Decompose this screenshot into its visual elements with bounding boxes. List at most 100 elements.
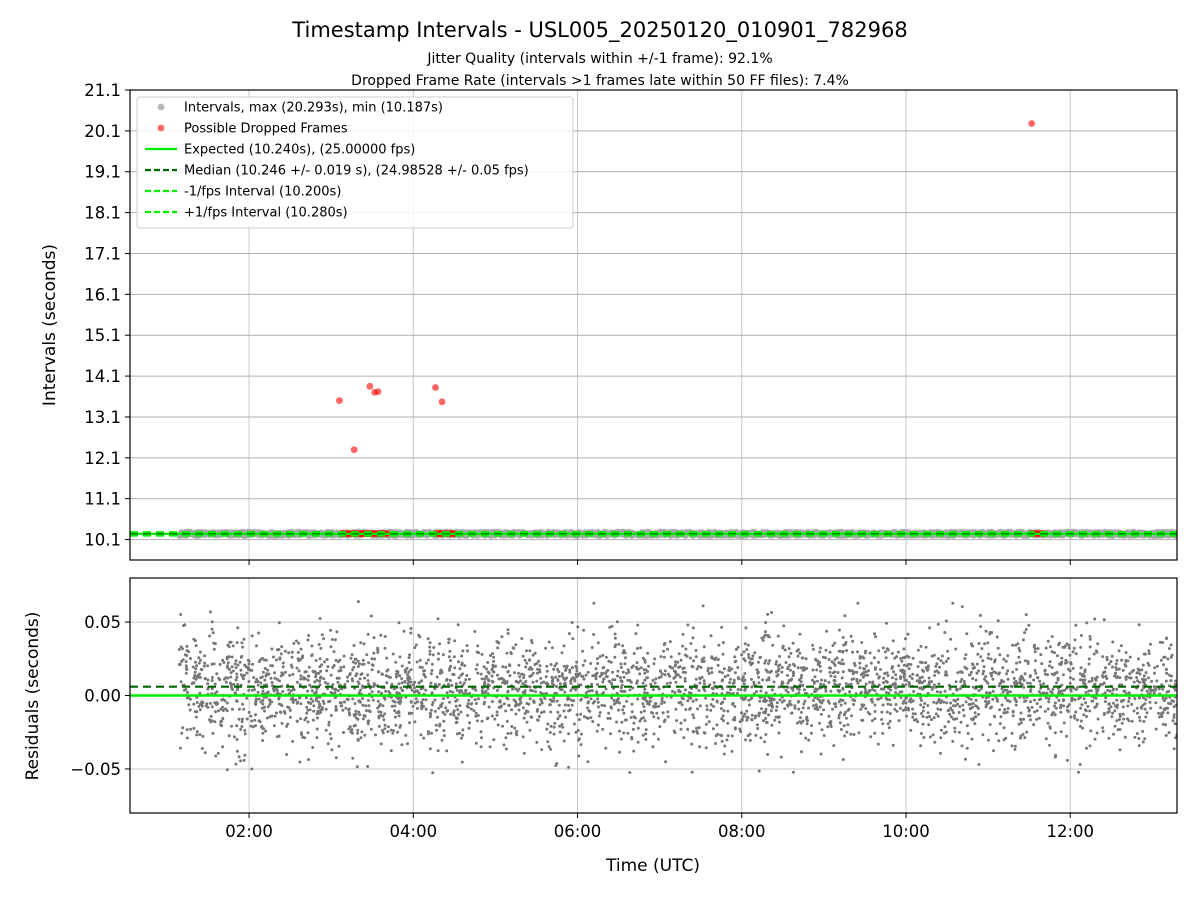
residual-point — [838, 629, 841, 632]
residual-point — [424, 676, 427, 679]
residual-point — [474, 715, 477, 718]
residual-point — [643, 705, 646, 708]
residual-point — [374, 733, 377, 736]
residual-point — [947, 720, 950, 723]
residual-point — [251, 689, 254, 692]
residual-point — [1018, 647, 1021, 650]
residual-point — [634, 632, 637, 635]
residual-point — [754, 734, 757, 737]
residual-point — [848, 691, 851, 694]
residual-point — [367, 704, 370, 707]
residual-point — [1010, 685, 1013, 688]
residual-point — [262, 671, 265, 674]
residual-point — [970, 642, 973, 645]
residual-point — [285, 753, 288, 756]
residual-point — [395, 676, 398, 679]
residual-point — [929, 736, 932, 739]
residual-point — [1116, 659, 1119, 662]
residual-point — [1066, 661, 1069, 664]
residual-point — [214, 755, 217, 758]
residual-point — [833, 679, 836, 682]
residual-point — [363, 677, 366, 680]
residual-point — [894, 686, 897, 689]
residual-point — [712, 727, 715, 730]
residual-point — [995, 732, 998, 735]
residual-point — [238, 708, 241, 711]
residual-point — [510, 725, 513, 728]
residual-point — [1172, 700, 1175, 703]
residual-point — [971, 738, 974, 741]
residual-point — [609, 732, 612, 735]
residual-point — [1039, 698, 1042, 701]
residual-point — [553, 722, 556, 725]
residual-point — [726, 710, 729, 713]
residual-point — [327, 742, 330, 745]
residual-point — [632, 728, 635, 731]
residual-point — [326, 682, 329, 685]
residual-point — [866, 674, 869, 677]
residual-point — [576, 713, 579, 716]
residual-point — [688, 708, 691, 711]
residual-point — [1044, 673, 1047, 676]
residual-point — [874, 635, 877, 638]
residual-point — [234, 662, 237, 665]
residual-point — [816, 680, 819, 683]
residual-point — [213, 701, 216, 704]
residual-point — [729, 678, 732, 681]
residual-point — [997, 619, 1000, 622]
residual-point — [644, 661, 647, 664]
residual-point — [815, 703, 818, 706]
residual-point — [1141, 730, 1144, 733]
residual-point — [335, 756, 338, 759]
residual-point — [323, 702, 326, 705]
residual-point — [603, 704, 606, 707]
residual-point — [1011, 744, 1014, 747]
residual-point — [525, 649, 528, 652]
residual-point — [623, 662, 626, 665]
residual-point — [903, 676, 906, 679]
residual-point — [328, 721, 331, 724]
residual-point — [597, 705, 600, 708]
residual-point — [1039, 653, 1042, 656]
residual-point — [1074, 698, 1077, 701]
residual-point — [652, 662, 655, 665]
residual-point — [289, 716, 292, 719]
residual-point — [448, 701, 451, 704]
residual-point — [1120, 644, 1123, 647]
residual-point — [515, 733, 518, 736]
residual-point — [1018, 723, 1021, 726]
residual-point — [871, 681, 874, 684]
residual-point — [464, 678, 467, 681]
residual-point — [631, 703, 634, 706]
residual-point — [722, 709, 725, 712]
residual-point — [475, 712, 478, 715]
residual-point — [1079, 678, 1082, 681]
residual-point — [555, 685, 558, 688]
residual-point — [206, 678, 209, 681]
residual-point — [941, 655, 944, 658]
residual-point — [917, 665, 920, 668]
residual-point — [291, 673, 294, 676]
residual-point — [403, 630, 406, 633]
residual-point — [1163, 699, 1166, 702]
residual-point — [769, 700, 772, 703]
residual-point — [731, 734, 734, 737]
residual-point — [441, 739, 444, 742]
residual-point — [1073, 717, 1076, 720]
residual-point — [937, 682, 940, 685]
residual-point — [958, 731, 961, 734]
residual-point — [775, 675, 778, 678]
residual-point — [536, 710, 539, 713]
residual-point — [994, 658, 997, 661]
residual-point — [1023, 736, 1026, 739]
residual-point — [963, 657, 966, 660]
residual-point — [1125, 675, 1128, 678]
residual-point — [464, 689, 467, 692]
residual-point — [211, 676, 214, 679]
residual-point — [756, 672, 759, 675]
residual-point — [341, 709, 344, 712]
residual-point — [1143, 674, 1146, 677]
residual-point — [1015, 704, 1018, 707]
residual-point — [196, 701, 199, 704]
residual-point — [353, 713, 356, 716]
